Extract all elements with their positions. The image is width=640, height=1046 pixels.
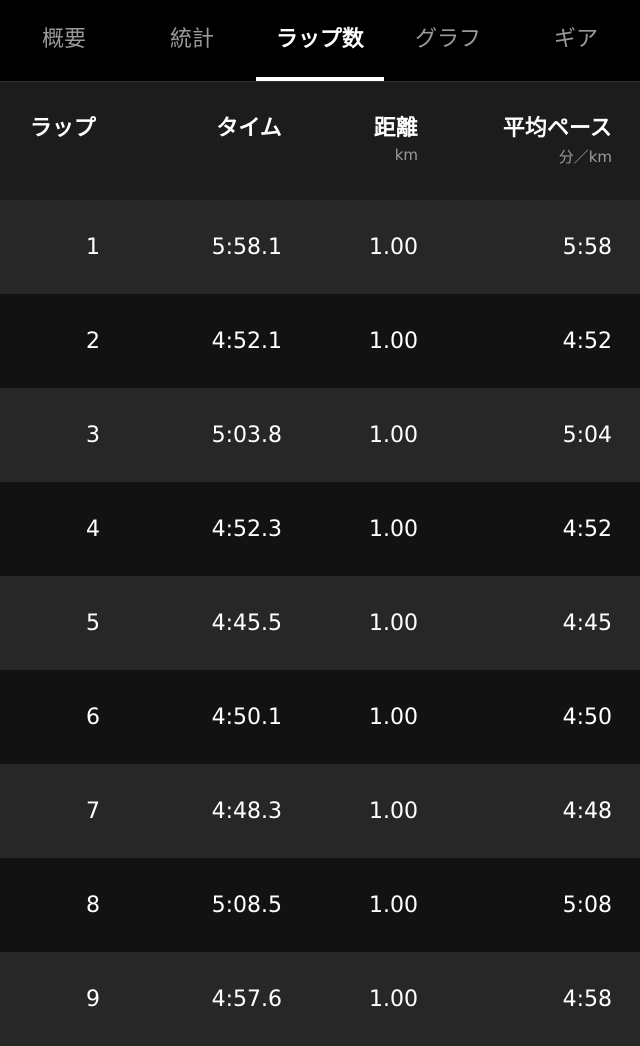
cell-lap: 5 (86, 610, 100, 636)
header-pace: 平均ペース分／km (418, 110, 612, 200)
lap-table: 1 5:58.1 1.00 5:58 2 4:52.1 1.00 4:52 3 5:03.8 1.0… (0, 200, 640, 1046)
cell-pace: 4:45 (562, 610, 612, 636)
cell-lap: 1 (86, 234, 100, 260)
cell-pace: 5:58 (562, 234, 612, 260)
tab-overview[interactable]: 概要 (41, 27, 86, 52)
cell-pace: 4:52 (562, 516, 612, 542)
cell-lap: 7 (86, 798, 100, 824)
tab-bar: 概要 統計 ラップ数 グラフ ギア (0, 0, 640, 82)
cell-distance: 1.00 (369, 986, 418, 1012)
cell-time: 4:52.3 (211, 516, 282, 542)
cell-pace: 4:48 (562, 798, 612, 824)
tab-gear[interactable]: ギア (553, 27, 598, 52)
cell-distance: 1.00 (369, 610, 418, 636)
cell-pace: 4:58 (562, 986, 612, 1012)
header-lap: ラップ (30, 116, 97, 141)
cell-distance: 1.00 (369, 892, 418, 918)
cell-time: 4:57.6 (211, 986, 282, 1012)
cell-lap: 8 (86, 892, 100, 918)
table-row[interactable]: 4 4:52.3 1.00 4:52 (0, 482, 640, 576)
cell-time: 4:52.1 (211, 328, 282, 354)
cell-lap: 3 (86, 422, 100, 448)
cell-distance: 1.00 (369, 704, 418, 730)
cell-distance: 1.00 (369, 234, 418, 260)
table-row[interactable]: 8 5:08.5 1.00 5:08 (0, 858, 640, 952)
pace-unit: 分／km (558, 148, 612, 166)
header-pace-label: 平均ペース (503, 116, 612, 141)
table-row[interactable]: 2 4:52.1 1.00 4:52 (0, 294, 640, 388)
header-distance-label: 距離 (373, 116, 418, 141)
header-time: タイム (216, 116, 282, 141)
table-row[interactable]: 5 4:45.5 1.00 4:45 (0, 576, 640, 670)
cell-lap: 6 (86, 704, 100, 730)
cell-distance: 1.00 (369, 422, 418, 448)
cell-pace: 4:52 (562, 328, 612, 354)
cell-time: 4:48.3 (211, 798, 282, 824)
tab-stats[interactable]: 統計 (169, 27, 214, 52)
cell-distance: 1.00 (369, 798, 418, 824)
table-header: ラップ タイム 距離 km 平均ペース分／km (0, 82, 640, 200)
table-row[interactable]: 6 4:50.1 1.00 4:50 (0, 670, 640, 764)
cell-time: 4:45.5 (211, 610, 282, 636)
table-row[interactable]: 7 4:48.3 1.00 4:48 (0, 764, 640, 858)
cell-time: 5:58.1 (211, 234, 282, 260)
tab-graph[interactable]: グラフ (414, 27, 481, 52)
cell-time: 5:08.5 (211, 892, 282, 918)
cell-time: 5:03.8 (211, 422, 282, 448)
table-row[interactable]: 9 4:57.6 1.00 4:58 (0, 952, 640, 1046)
table-row[interactable]: 3 5:03.8 1.00 5:04 (0, 388, 640, 482)
cell-pace: 5:04 (562, 422, 612, 448)
header-distance: 距離 km (282, 110, 418, 200)
table-row[interactable]: 1 5:58.1 1.00 5:58 (0, 200, 640, 294)
distance-unit: km (394, 146, 418, 164)
tab-laps[interactable]: ラップ数 (256, 0, 384, 81)
cell-lap: 4 (86, 516, 100, 542)
cell-distance: 1.00 (369, 516, 418, 542)
cell-pace: 5:08 (562, 892, 612, 918)
cell-lap: 2 (86, 328, 100, 354)
cell-distance: 1.00 (369, 328, 418, 354)
cell-lap: 9 (86, 986, 100, 1012)
cell-time: 4:50.1 (211, 704, 282, 730)
cell-pace: 4:50 (562, 704, 612, 730)
